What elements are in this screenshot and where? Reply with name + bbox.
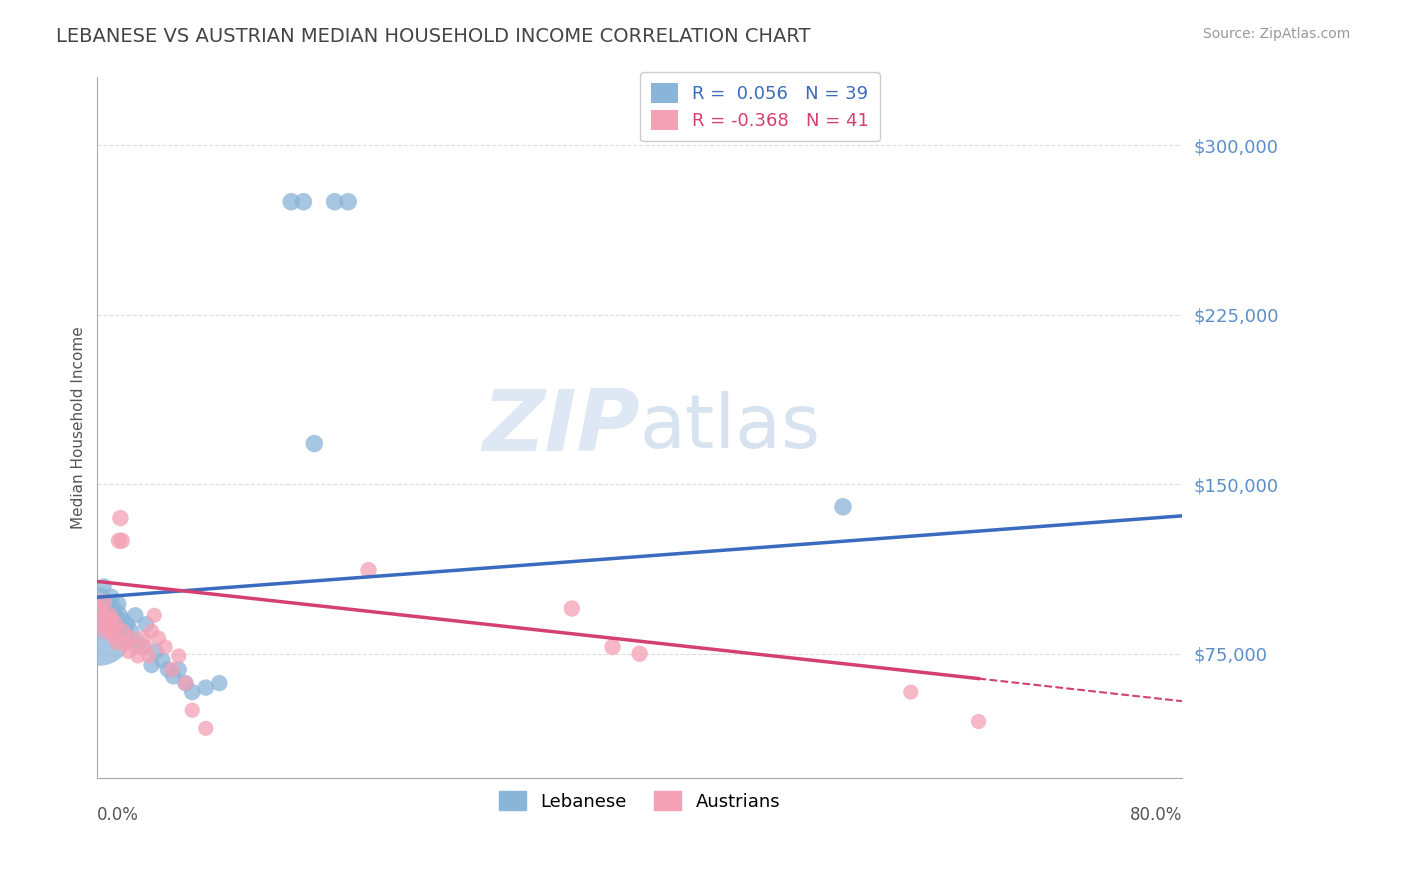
Point (93, 579, 115, 593)
Point (124, 640, 146, 654)
Point (112, 624, 135, 639)
Point (96, 613, 118, 627)
Point (145, 644, 167, 658)
Text: atlas: atlas (640, 392, 821, 464)
Point (153, 640, 176, 654)
Point (94, 624, 117, 639)
Point (167, 663, 190, 677)
Point (208, 676, 231, 690)
Point (304, 436, 326, 450)
Point (111, 613, 134, 627)
Text: ZIP: ZIP (482, 386, 640, 469)
Point (103, 624, 125, 639)
Point (323, 194, 346, 209)
Point (91, 613, 114, 627)
Point (101, 601, 124, 615)
Point (138, 648, 160, 663)
Point (194, 681, 217, 695)
Point (91, 608, 114, 623)
Point (104, 631, 127, 645)
Point (181, 685, 204, 699)
Point (105, 617, 128, 632)
Point (114, 635, 136, 649)
Point (194, 721, 217, 735)
Point (181, 703, 204, 717)
Point (117, 644, 139, 658)
Point (89, 601, 111, 615)
Point (832, 500, 855, 514)
Point (131, 640, 153, 654)
Point (101, 613, 124, 627)
Point (280, 194, 302, 209)
Point (107, 635, 129, 649)
Point (132, 631, 155, 645)
Point (292, 194, 315, 209)
Point (87, 624, 110, 639)
Point (167, 648, 190, 663)
Point (127, 648, 149, 663)
Point (141, 658, 163, 673)
Point (90, 601, 112, 615)
Point (120, 624, 142, 639)
Point (148, 631, 170, 645)
Point (156, 663, 179, 677)
Legend: Lebanese, Austrians: Lebanese, Austrians (492, 784, 787, 818)
Point (89, 591, 111, 605)
Point (174, 676, 197, 690)
Point (561, 601, 583, 615)
Point (174, 676, 197, 690)
Point (110, 511, 132, 525)
Point (107, 597, 129, 611)
Point (90, 617, 112, 632)
Text: Source: ZipAtlas.com: Source: ZipAtlas.com (1202, 27, 1350, 41)
Point (97, 617, 120, 632)
Point (114, 631, 136, 645)
Point (108, 533, 131, 548)
Point (120, 631, 142, 645)
Point (628, 647, 651, 661)
Point (162, 669, 184, 683)
Point (900, 685, 922, 699)
Point (97, 617, 120, 632)
Point (141, 624, 163, 639)
Point (160, 663, 183, 677)
Point (111, 533, 134, 548)
Point (337, 194, 360, 209)
Point (127, 635, 149, 649)
Point (100, 591, 122, 605)
Point (98, 604, 121, 618)
Point (135, 640, 157, 654)
Point (135, 617, 157, 632)
Point (103, 608, 125, 623)
Point (108, 624, 131, 639)
Point (115, 617, 138, 632)
Point (96, 595, 118, 609)
Point (93, 595, 115, 609)
Point (152, 653, 174, 667)
Text: 80.0%: 80.0% (1129, 806, 1182, 824)
Point (357, 563, 380, 577)
Point (104, 617, 127, 632)
Point (967, 714, 990, 729)
Point (100, 622, 122, 636)
Point (124, 608, 146, 623)
Point (98, 608, 121, 623)
Text: LEBANESE VS AUSTRIAN MEDIAN HOUSEHOLD INCOME CORRELATION CHART: LEBANESE VS AUSTRIAN MEDIAN HOUSEHOLD IN… (56, 27, 811, 45)
Text: 0.0%: 0.0% (97, 806, 139, 824)
Point (94, 608, 117, 623)
Y-axis label: Median Household Income: Median Household Income (72, 326, 86, 529)
Point (602, 640, 624, 654)
Point (143, 608, 166, 623)
